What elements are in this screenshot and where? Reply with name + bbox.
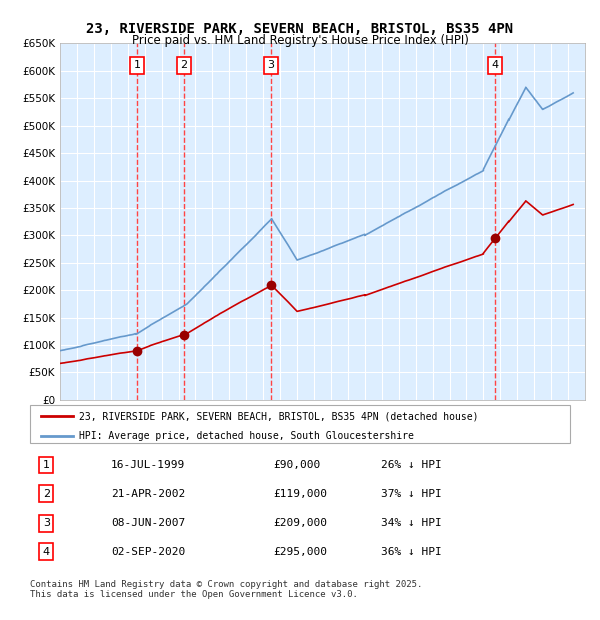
Text: 2: 2 (180, 60, 187, 70)
Text: 1: 1 (43, 460, 50, 470)
Text: £90,000: £90,000 (273, 460, 320, 470)
Text: 1: 1 (133, 60, 140, 70)
Text: 4: 4 (43, 547, 50, 557)
Text: £209,000: £209,000 (273, 518, 327, 528)
Text: 23, RIVERSIDE PARK, SEVERN BEACH, BRISTOL, BS35 4PN: 23, RIVERSIDE PARK, SEVERN BEACH, BRISTO… (86, 22, 514, 36)
Text: 3: 3 (267, 60, 274, 70)
Text: 4: 4 (491, 60, 498, 70)
Text: £295,000: £295,000 (273, 547, 327, 557)
Text: 21-APR-2002: 21-APR-2002 (111, 489, 185, 498)
Text: 02-SEP-2020: 02-SEP-2020 (111, 547, 185, 557)
Text: 36% ↓ HPI: 36% ↓ HPI (381, 547, 442, 557)
Text: 08-JUN-2007: 08-JUN-2007 (111, 518, 185, 528)
Text: Price paid vs. HM Land Registry's House Price Index (HPI): Price paid vs. HM Land Registry's House … (131, 34, 469, 47)
FancyBboxPatch shape (30, 405, 570, 443)
Text: HPI: Average price, detached house, South Gloucestershire: HPI: Average price, detached house, Sout… (79, 431, 413, 441)
Text: 37% ↓ HPI: 37% ↓ HPI (381, 489, 442, 498)
Text: Contains HM Land Registry data © Crown copyright and database right 2025.
This d: Contains HM Land Registry data © Crown c… (30, 580, 422, 599)
Text: 16-JUL-1999: 16-JUL-1999 (111, 460, 185, 470)
Text: 2: 2 (43, 489, 50, 498)
Text: 26% ↓ HPI: 26% ↓ HPI (381, 460, 442, 470)
Text: 3: 3 (43, 518, 50, 528)
Text: 34% ↓ HPI: 34% ↓ HPI (381, 518, 442, 528)
Text: 23, RIVERSIDE PARK, SEVERN BEACH, BRISTOL, BS35 4PN (detached house): 23, RIVERSIDE PARK, SEVERN BEACH, BRISTO… (79, 412, 478, 422)
Text: £119,000: £119,000 (273, 489, 327, 498)
